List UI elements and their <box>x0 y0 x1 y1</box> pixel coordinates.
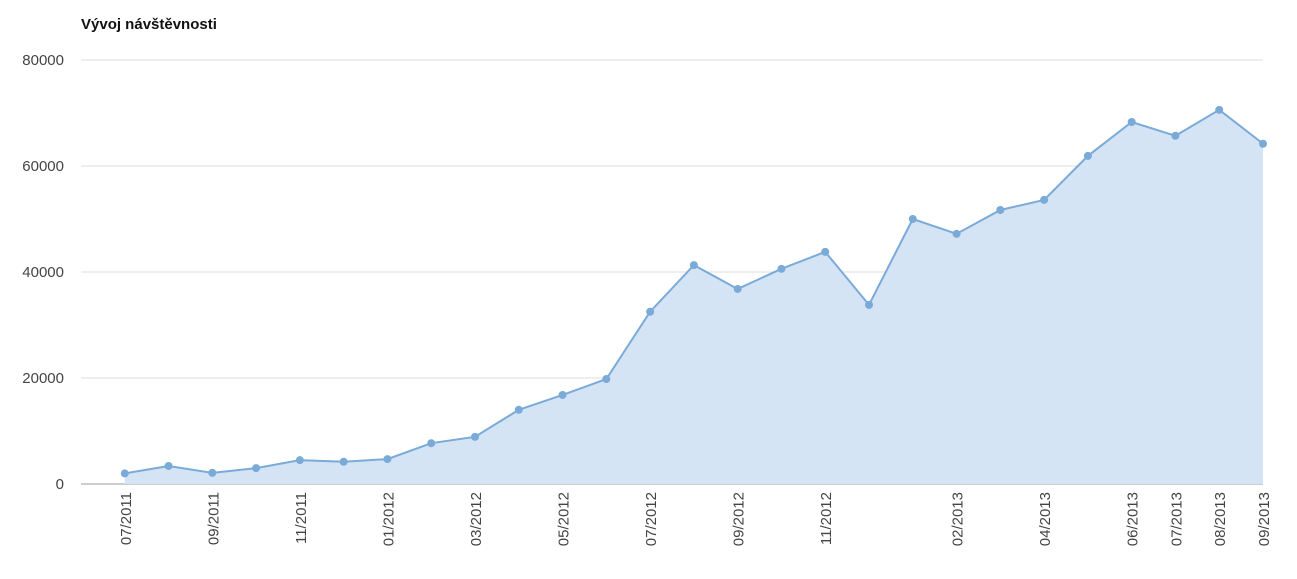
x-tick-label: 09/2012 <box>731 492 748 546</box>
point <box>952 229 961 238</box>
x-tick-label: 09/2013 <box>1256 492 1273 546</box>
point <box>339 457 348 466</box>
x-tick-label: 11/2012 <box>818 492 835 545</box>
x-tick-label: 08/2013 <box>1212 492 1229 546</box>
x-tick-label: 07/2011 <box>118 492 135 545</box>
y-tick-label: 40000 <box>22 264 64 281</box>
point <box>471 432 479 441</box>
point <box>1083 151 1092 160</box>
point <box>1215 105 1224 114</box>
point <box>865 300 873 309</box>
x-tick-label: 01/2012 <box>380 492 397 546</box>
x-tick-label: 05/2012 <box>556 492 573 546</box>
point <box>427 439 436 448</box>
point <box>514 405 523 414</box>
y-tick-label: 60000 <box>22 158 64 175</box>
y-tick-label: 80000 <box>22 52 64 69</box>
x-tick-label: 11/2011 <box>293 492 310 544</box>
area <box>124 109 1263 484</box>
point <box>208 468 217 477</box>
point <box>1127 118 1136 127</box>
y-tick-label: 20000 <box>22 370 64 387</box>
point <box>295 456 304 465</box>
point <box>908 215 917 223</box>
point <box>1259 139 1267 148</box>
point <box>821 247 830 256</box>
point <box>558 390 567 399</box>
point <box>1040 195 1049 204</box>
x-tick-label: 06/2013 <box>1125 492 1142 546</box>
point <box>646 307 655 316</box>
point <box>689 261 698 270</box>
y-tick-label: 0 <box>56 476 64 493</box>
point <box>164 461 173 470</box>
point <box>120 469 129 478</box>
point <box>383 455 392 464</box>
chart-title: Vývoj návštěvnosti <box>81 16 217 33</box>
x-tick-label: 07/2013 <box>1168 492 1185 546</box>
point <box>733 284 742 293</box>
point <box>777 264 786 273</box>
point <box>1171 131 1180 140</box>
point <box>602 375 611 384</box>
point <box>252 464 261 473</box>
x-tick-label: 03/2012 <box>468 492 485 546</box>
x-tick-label: 02/2013 <box>950 492 967 546</box>
x-tick-label: 09/2011 <box>205 492 222 545</box>
x-tick-label: 04/2013 <box>1037 492 1054 546</box>
point <box>996 205 1005 214</box>
x-tick-label: 07/2012 <box>643 492 660 546</box>
